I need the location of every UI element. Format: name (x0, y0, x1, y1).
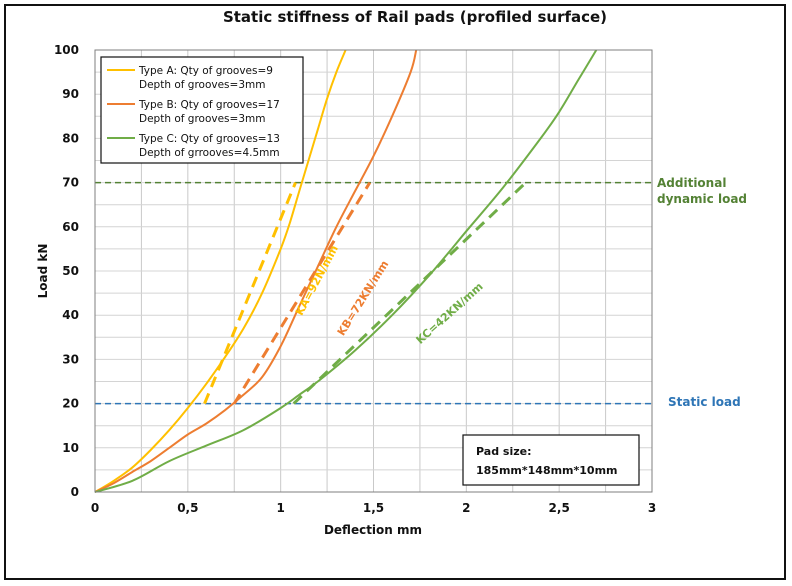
series-line-type-c (94, 49, 598, 493)
grid-lines (95, 50, 652, 492)
x-axis-label: Deflection mm (324, 523, 422, 537)
dynamic-load-label-line2: dynamic load (657, 192, 747, 206)
x-tick-label: 1,5 (363, 501, 384, 515)
stiffness-label-kc: KC=42KN/mm (414, 280, 486, 347)
stiffness-lines (203, 181, 527, 405)
legend-box (100, 56, 304, 164)
x-tick-label: 0,5 (177, 501, 198, 515)
legend-sublabel-type-b: Depth of grooves=3mm (139, 113, 265, 125)
static-load-label: Static load (668, 395, 741, 409)
legend-label-type-b: Type B: Qty of grooves=17 (138, 99, 280, 111)
y-axis-label: Load kN (36, 244, 50, 299)
legend: Type A: Qty of grooves=9 Depth of groove… (100, 56, 304, 164)
stiffness-line (203, 182, 297, 405)
pad-size-annotation: Pad size: 185mm*148mm*10mm (462, 434, 640, 486)
x-tick-label: 2,5 (549, 501, 570, 515)
y-tick-label: 20 (62, 397, 79, 411)
chart-title: Static stiffness of Rail pads (profiled … (223, 8, 607, 26)
legend-label-type-c: Type C: Qty of grooves=13 (138, 133, 280, 145)
x-tick-label: 2 (462, 501, 470, 515)
chart-frame (4, 4, 786, 580)
pad-size-title: Pad size: (476, 445, 531, 458)
series-lines (94, 49, 598, 493)
legend-sublabel-type-c: Depth of grrooves=4.5mm (139, 147, 280, 159)
legend-sublabel-type-a: Depth of grooves=3mm (139, 79, 265, 91)
y-tick-label: 70 (62, 176, 79, 190)
stiffness-label-kb: KB=72KN/mm (335, 258, 392, 338)
stiffness-line (232, 181, 372, 405)
pad-size-box (462, 434, 640, 486)
y-tick-label: 100 (54, 43, 79, 57)
plot-area-border (94, 49, 653, 493)
y-tick-label: 90 (62, 87, 79, 101)
y-tick-label: 0 (71, 485, 79, 499)
y-tick-label: 10 (62, 441, 79, 455)
y-tick-label: 80 (62, 131, 79, 145)
stiffness-label-ka: KA=92N/mm (293, 243, 341, 318)
y-tick-label: 40 (62, 308, 79, 322)
series-line-type-b (94, 49, 418, 493)
legend-label-type-a: Type A: Qty of grooves=9 (138, 65, 273, 77)
y-tick-label: 50 (62, 264, 79, 278)
y-tick-label: 60 (62, 220, 79, 234)
reference-lines (95, 181, 652, 405)
dynamic-load-label-line1: Additional (657, 176, 726, 190)
y-tick-label: 30 (62, 352, 79, 366)
series-line-type-a (94, 49, 347, 493)
x-tick-label: 3 (648, 501, 656, 515)
pad-size-value: 185mm*148mm*10mm (476, 464, 618, 477)
tick-labels: 0 10 20 30 40 50 60 70 80 90 100 0 0,5 1 1,5 2 2,5 3 (54, 43, 656, 515)
x-tick-label: 0 (91, 501, 99, 515)
x-tick-label: 1 (276, 501, 284, 515)
